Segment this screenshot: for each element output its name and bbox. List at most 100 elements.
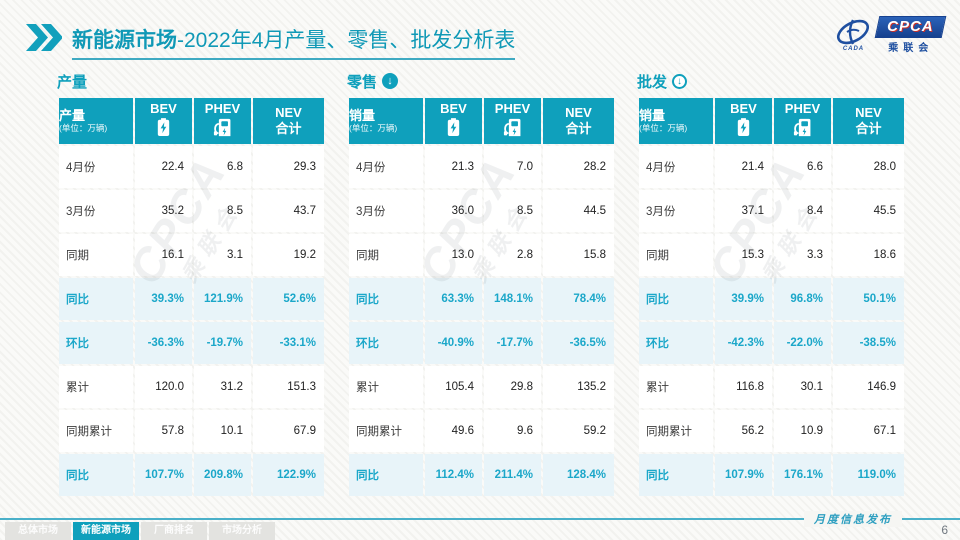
- row-label: 环比: [639, 322, 713, 364]
- page-title-emphasis: 新能源市场: [72, 29, 177, 52]
- row-label: 累计: [639, 366, 713, 408]
- table-row: 同期 13.0 2.8 15.8: [349, 234, 614, 276]
- tab-nev-market[interactable]: 新能源市场: [73, 522, 139, 540]
- cell-value: 35.2: [135, 190, 192, 232]
- production-table-body: 4月份 22.4 6.8 29.3 3月份 35.2 8.5 43.7 同期 16.1 3.1 19.…: [59, 146, 324, 496]
- cell-value: 67.9: [253, 410, 324, 452]
- cell-value: 6.8: [194, 146, 251, 188]
- corner-header-cell: 销量 (单位：万辆): [639, 98, 713, 144]
- table-row: 同比 39.9% 96.8% 50.1%: [639, 278, 904, 320]
- cpca-chinese-name: 乘联会: [888, 43, 934, 54]
- cell-value: 211.4%: [484, 454, 541, 496]
- table-row: 同比 112.4% 211.4% 128.4%: [349, 454, 614, 496]
- production-table: 产量 (单位：万辆) BEV PHEV: [57, 96, 326, 498]
- table-row: 同比 107.9% 176.1% 119.0%: [639, 454, 904, 496]
- table-row: 累计 116.8 30.1 146.9: [639, 366, 904, 408]
- row-label: 同期累计: [639, 410, 713, 452]
- table-row: 同比 107.7% 209.8% 122.9%: [59, 454, 324, 496]
- cell-value: 59.2: [543, 410, 614, 452]
- retail-table-head: 销量 (单位：万辆) BEV PHEV: [349, 98, 614, 144]
- cell-value: 8.4: [774, 190, 831, 232]
- row-label: 累计: [349, 366, 423, 408]
- down-arrow-ring-icon: ↓: [672, 73, 688, 89]
- cell-value: 112.4%: [425, 454, 482, 496]
- page-title: 新能源市场-2022年4月产量、零售、批发分析表: [72, 24, 516, 60]
- cell-value: 52.6%: [253, 278, 324, 320]
- tab-oem-ranking[interactable]: 厂商排名: [141, 522, 207, 540]
- double-chevron-icon: [26, 24, 63, 56]
- page-title-rest: -2022年4月产量、零售、批发分析表: [177, 29, 516, 52]
- column-header-bev: BEV: [135, 98, 192, 144]
- cell-value: 21.3: [425, 146, 482, 188]
- page-number: 6: [941, 523, 948, 537]
- tab-market-analysis[interactable]: 市场分析: [209, 522, 275, 540]
- table-row: 同期 15.3 3.3 18.6: [639, 234, 904, 276]
- footer-divider: [0, 518, 960, 520]
- table-row: 环比 -40.9% -17.7% -36.5%: [349, 322, 614, 364]
- cpca-text: CPCA: [887, 18, 935, 35]
- section-wholesale-header: 批发 ↓: [637, 70, 904, 92]
- publication-label: 月度信息发布: [804, 511, 902, 527]
- cell-value: -22.0%: [774, 322, 831, 364]
- nev-label: NEV: [855, 104, 882, 120]
- cell-value: 43.7: [253, 190, 324, 232]
- cell-value: 21.4: [715, 146, 772, 188]
- cell-value: 30.1: [774, 366, 831, 408]
- tab-overall-market[interactable]: 总体市场: [5, 522, 71, 540]
- cell-value: 29.8: [484, 366, 541, 408]
- row-label: 同比: [59, 454, 133, 496]
- cell-value: 2.8: [484, 234, 541, 276]
- cell-value: -17.7%: [484, 322, 541, 364]
- wholesale-table-body: 4月份 21.4 6.6 28.0 3月份 37.1 8.4 45.5 同期 15.3 3.3 18.…: [639, 146, 904, 496]
- section-wholesale-label: 批发: [637, 73, 668, 91]
- cell-value: 15.3: [715, 234, 772, 276]
- cell-value: -36.5%: [543, 322, 614, 364]
- row-label: 累计: [59, 366, 133, 408]
- down-arrow-filled-icon: ↓: [382, 73, 399, 89]
- row-label: 4月份: [59, 146, 133, 188]
- cell-value: 96.8%: [774, 278, 831, 320]
- table-row: 3月份 36.0 8.5 44.5: [349, 190, 614, 232]
- cell-value: 13.0: [425, 234, 482, 276]
- table-row: 3月份 35.2 8.5 43.7: [59, 190, 324, 232]
- row-label: 环比: [59, 322, 133, 364]
- row-label: 同比: [639, 454, 713, 496]
- unit-note: (单位：万辆): [349, 122, 398, 133]
- cell-value: 135.2: [543, 366, 614, 408]
- cell-value: 19.2: [253, 234, 324, 276]
- cell-value: 3.1: [194, 234, 251, 276]
- cpca-logo: CADA CPCA 乘联会: [834, 16, 947, 54]
- battery-icon: [157, 117, 170, 140]
- row-label: 同期: [639, 234, 713, 276]
- cell-value: 151.3: [253, 366, 324, 408]
- row-label: 同期累计: [349, 410, 423, 452]
- phev-label: PHEV: [204, 101, 241, 117]
- column-header-nev: NEV 合计: [253, 98, 324, 144]
- corner-header-cell: 销量 (单位：万辆): [349, 98, 423, 144]
- table-row: 4月份 21.4 6.6 28.0: [639, 146, 904, 188]
- cell-value: 31.2: [194, 366, 251, 408]
- table-row: 同比 39.3% 121.9% 52.6%: [59, 278, 324, 320]
- cell-value: -42.3%: [715, 322, 772, 364]
- bottom-nav-tabs: 总体市场 新能源市场 厂商排名 市场分析: [5, 522, 275, 540]
- cell-value: 39.9%: [715, 278, 772, 320]
- row-label: 3月份: [59, 190, 133, 232]
- cell-value: 50.1%: [833, 278, 904, 320]
- nev-label: NEV: [275, 104, 302, 120]
- corner-header-title: 销量: [639, 107, 666, 123]
- row-label: 同期累计: [59, 410, 133, 452]
- table-row: 同期累计 57.8 10.1 67.9: [59, 410, 324, 452]
- row-label: 同比: [349, 278, 423, 320]
- cell-value: 44.5: [543, 190, 614, 232]
- cell-value: 57.8: [135, 410, 192, 452]
- table-row: 同期累计 49.6 9.6 59.2: [349, 410, 614, 452]
- row-label: 3月份: [349, 190, 423, 232]
- cell-value: 18.6: [833, 234, 904, 276]
- cell-value: 49.6: [425, 410, 482, 452]
- cell-value: 15.8: [543, 234, 614, 276]
- row-label: 同比: [639, 278, 713, 320]
- table-row: 环比 -42.3% -22.0% -38.5%: [639, 322, 904, 364]
- table-row: 同期累计 56.2 10.9 67.1: [639, 410, 904, 452]
- corner-header-title: 产量: [59, 107, 86, 123]
- row-label: 环比: [349, 322, 423, 364]
